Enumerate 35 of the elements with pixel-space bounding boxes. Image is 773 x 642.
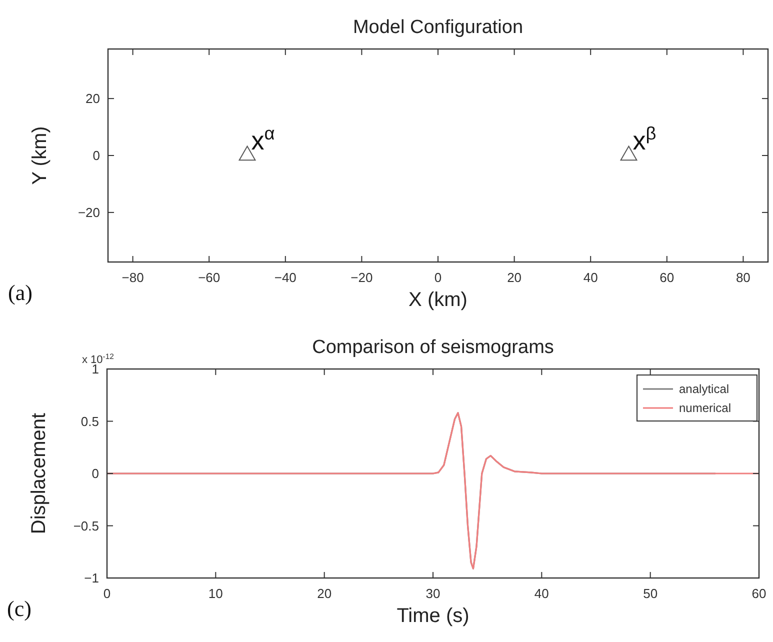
y-tick-label: 0 [92,466,99,481]
y-tick-label: 0.5 [80,414,99,429]
x-axis-title: X (km) [408,289,468,311]
text: (a) [8,280,32,305]
chart-title: Comparison of seismograms [312,337,554,358]
y-tick-label: 0 [92,148,100,163]
x-tick-label: 20 [317,586,332,601]
x-axis-title: Time (s) [396,605,470,627]
y-axis-title: Y (km) [29,126,51,185]
x-tick-label: 80 [736,270,750,285]
x-tick-label: 50 [643,586,658,601]
x-tick-label: −80 [122,270,144,285]
y-tick-label: −1 [84,570,99,586]
y-tick-label: −20 [78,204,100,220]
x-tick-label: 60 [660,270,674,285]
x-tick-label: −60 [198,270,220,285]
x-tick-label: 40 [583,270,598,285]
x-tick-label: 30 [426,586,440,601]
y-axis-title: Displacement [28,412,50,534]
legend-label: numerical [679,401,732,415]
x-tick-label: 40 [534,586,549,601]
x-tick-label: 0 [103,586,111,601]
annotation: x$^{β}$ [632,124,656,156]
y-tick-label: −0.5 [73,518,99,534]
annotation: x$^{α}$ [251,124,275,156]
text: (c) [7,596,32,621]
x-tick-label: −40 [274,270,296,285]
y-tick-label: 20 [86,91,100,106]
x-tick-label: 0 [434,270,442,285]
x-tick-label: 10 [208,586,223,601]
chart-title: Model Configuration [352,17,524,38]
x-tick-label: 60 [752,586,766,601]
x-tick-label: −20 [350,270,373,285]
x-tick-label: 20 [507,270,522,285]
legend-label: analytical [679,382,730,396]
